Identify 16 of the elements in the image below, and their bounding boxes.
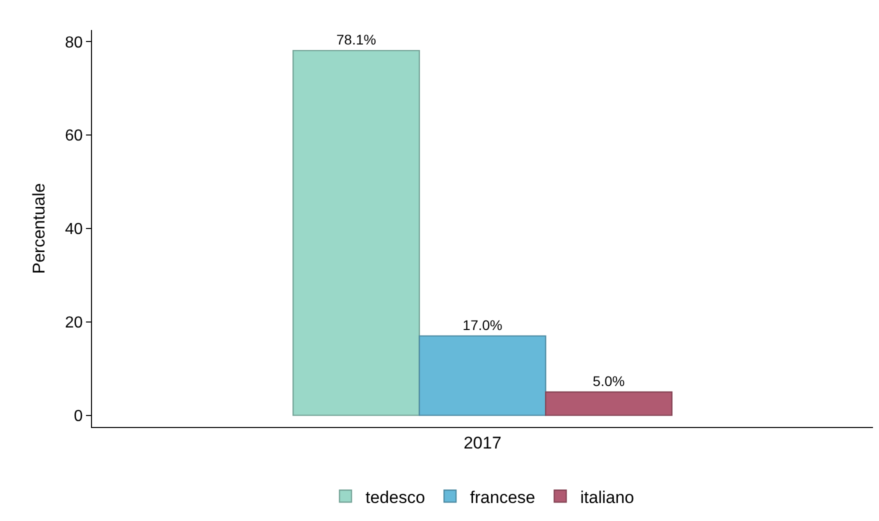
legend-label: francese <box>470 488 536 507</box>
y-tick-label: 0 <box>74 408 83 425</box>
legend-label: italiano <box>580 488 634 507</box>
data-label: 17.0% <box>462 316 502 333</box>
y-tick-label: 40 <box>65 221 83 238</box>
y-tick-label: 80 <box>65 34 83 52</box>
legend-label: tedesco <box>366 488 426 507</box>
data-label: 78.1% <box>336 32 376 48</box>
data-label: 5.0% <box>592 372 625 389</box>
bar <box>418 335 546 416</box>
y-tick-label: 60 <box>65 128 83 145</box>
bar <box>545 391 672 416</box>
bar <box>292 50 420 416</box>
x-tick-label: 2017 <box>464 433 502 452</box>
y-tick-label: 20 <box>65 314 83 332</box>
y-axis-title: Percentuale <box>30 183 49 274</box>
